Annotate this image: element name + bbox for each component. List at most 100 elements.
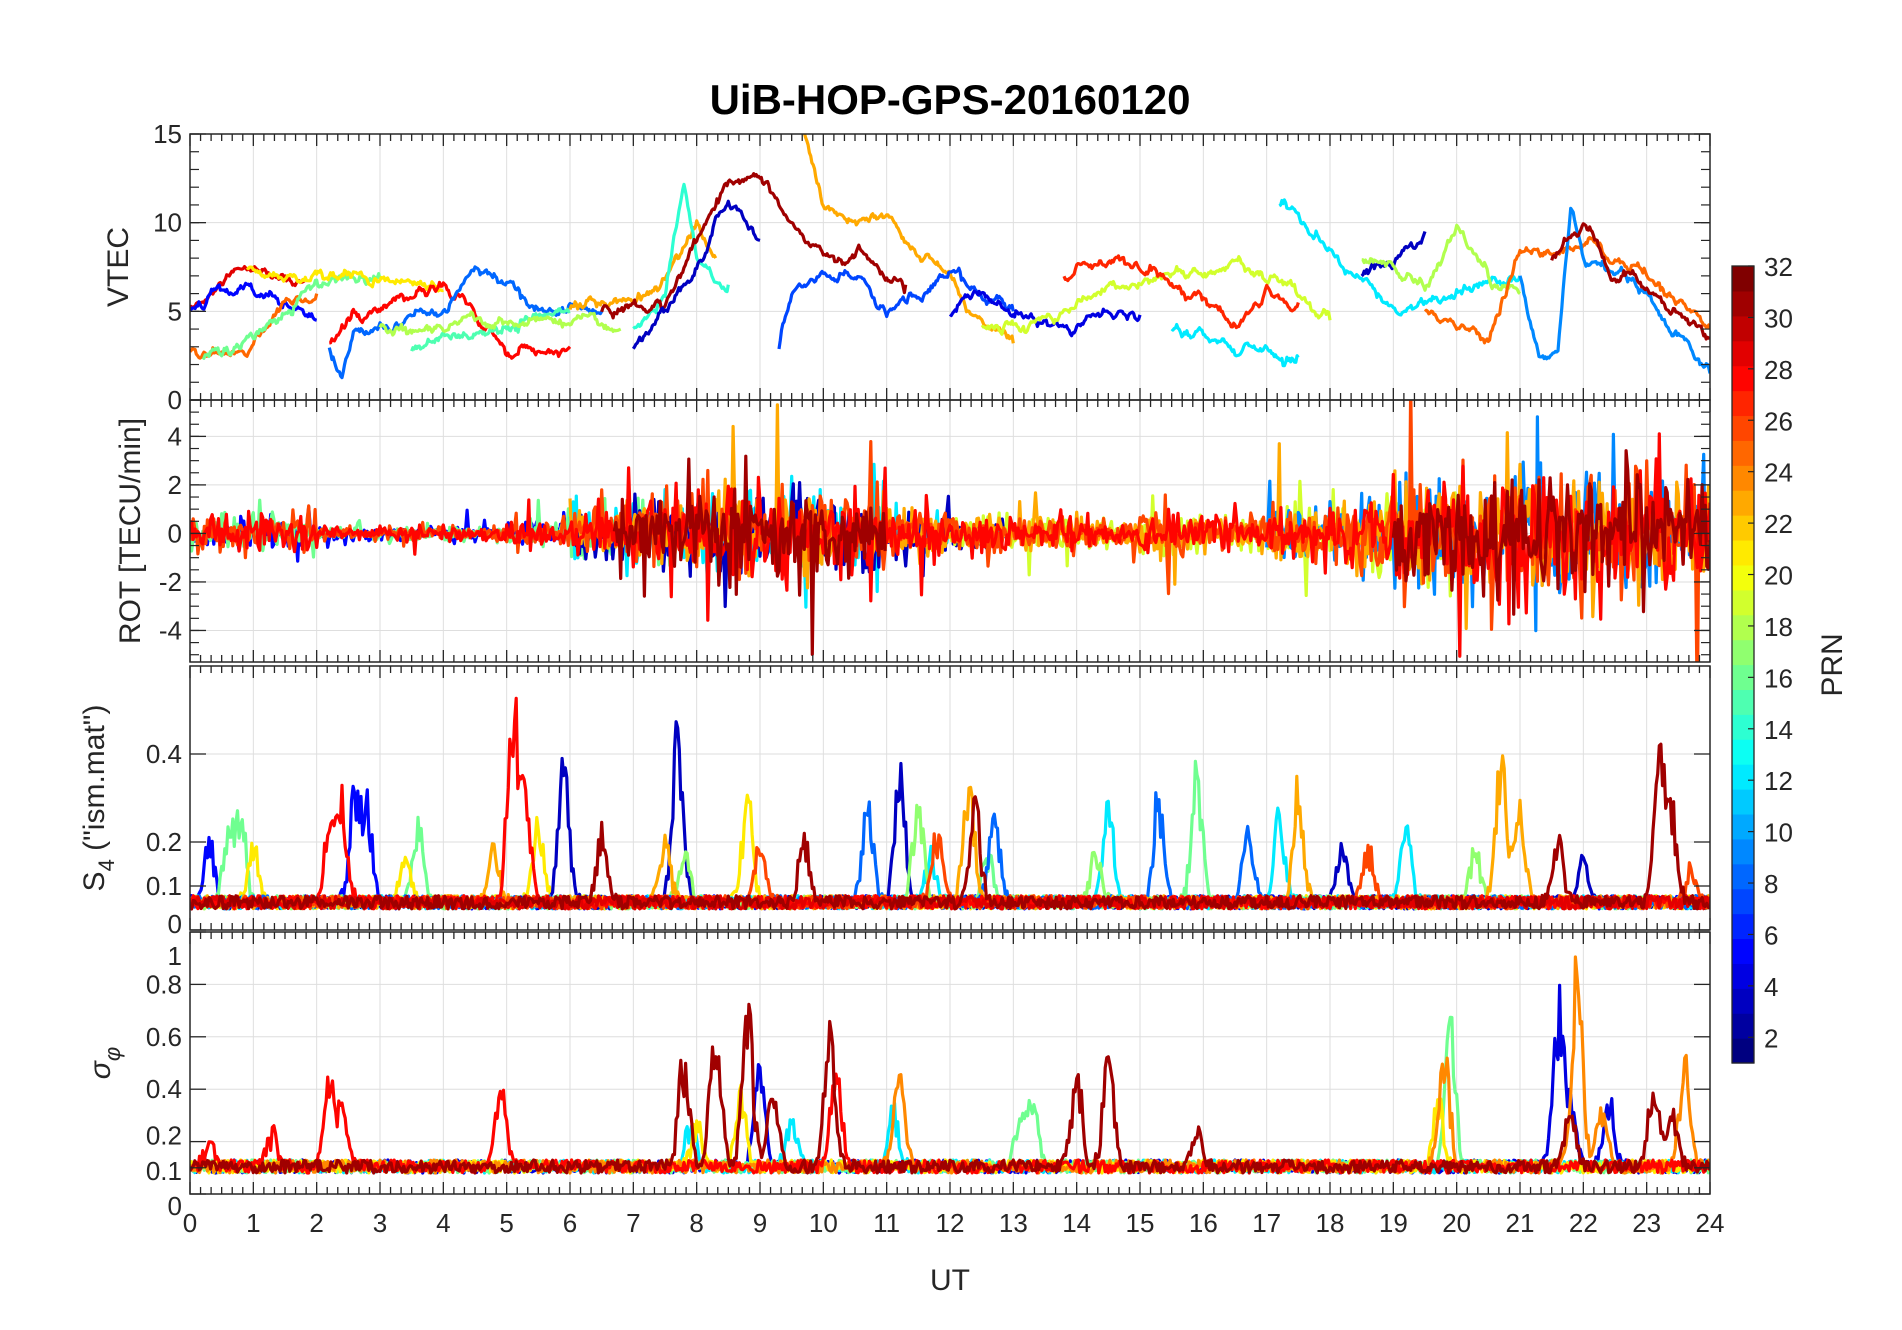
series-line-prn-21 bbox=[245, 265, 444, 293]
y-tick-label: 4 bbox=[168, 421, 182, 451]
x-tick-label: 21 bbox=[1506, 1208, 1535, 1238]
colorbar-tick-label: 24 bbox=[1764, 458, 1793, 488]
panel-2: -4 -2 0 2 4 ROT [TECU/min] bbox=[114, 399, 1711, 663]
colorbar-swatch-17 bbox=[1732, 639, 1754, 666]
x-tick-label: 10 bbox=[809, 1208, 838, 1238]
x-tick-label: 9 bbox=[753, 1208, 767, 1238]
colorbar-swatch-29 bbox=[1732, 340, 1754, 367]
y-axis-label: VTEC bbox=[102, 227, 135, 307]
colorbar-swatch-8 bbox=[1732, 863, 1754, 890]
y-tick-label: 0 bbox=[168, 518, 182, 548]
y-axis-label: S4 ("ism.mat") bbox=[78, 705, 119, 892]
colorbar-swatch-6 bbox=[1732, 913, 1754, 940]
series-line-prn-18 bbox=[1361, 223, 1522, 295]
colorbar-swatch-4 bbox=[1732, 963, 1754, 989]
colorbar-swatch-20 bbox=[1732, 564, 1754, 591]
series-line-prn-12 bbox=[1278, 198, 1522, 317]
x-tick-label: 11 bbox=[873, 1208, 900, 1238]
x-tick-label: 4 bbox=[436, 1208, 450, 1238]
y-label-main: σ bbox=[84, 1059, 117, 1079]
panel-3: 0 0.1 0.2 0.4 S4 ("ism.mat") bbox=[78, 665, 1711, 939]
colorbar-swatch-25 bbox=[1732, 440, 1754, 466]
y-tick-label: 2 bbox=[168, 470, 182, 500]
y-label-subscript: 4 bbox=[94, 859, 119, 871]
colorbar-swatch-1 bbox=[1732, 1038, 1754, 1064]
y-tick-label: 5 bbox=[168, 296, 182, 326]
y-axis-label: σφ bbox=[84, 1047, 125, 1079]
x-tick-label: 15 bbox=[1126, 1208, 1155, 1238]
colorbar-tick-label: 6 bbox=[1764, 920, 1778, 950]
colorbar-swatch-12 bbox=[1732, 764, 1754, 790]
y-label-rest: ("ism.mat") bbox=[78, 705, 111, 860]
x-tick-label: 3 bbox=[373, 1208, 387, 1238]
colorbar-tick-label: 32 bbox=[1764, 252, 1793, 282]
colorbar-tick-label: 18 bbox=[1764, 612, 1793, 642]
colorbar-swatch-9 bbox=[1732, 838, 1754, 865]
colorbar-swatch-31 bbox=[1732, 290, 1754, 317]
series-group bbox=[190, 696, 1710, 911]
colorbar-tick-label: 28 bbox=[1764, 355, 1793, 385]
x-tick-label: 14 bbox=[1062, 1208, 1091, 1238]
colorbar-swatch-21 bbox=[1732, 539, 1754, 566]
y-tick-label: -4 bbox=[159, 615, 182, 645]
colorbar-tick-label: 20 bbox=[1764, 561, 1793, 591]
series-line-prn-9 bbox=[1518, 206, 1710, 374]
series-line-prn-3 bbox=[631, 199, 761, 350]
series-line-prn-31 bbox=[190, 742, 1710, 911]
colorbar-swatch-28 bbox=[1732, 365, 1754, 392]
x-tick-label: 20 bbox=[1442, 1208, 1471, 1238]
series-line-prn-31 bbox=[190, 1002, 1710, 1175]
x-tick-label: 5 bbox=[499, 1208, 513, 1238]
colorbar-swatch-13 bbox=[1732, 739, 1754, 765]
series-group bbox=[190, 955, 1710, 1175]
colorbar-swatch-22 bbox=[1732, 515, 1754, 541]
series-line-prn-31 bbox=[1391, 449, 1710, 616]
x-tick-label: 8 bbox=[689, 1208, 703, 1238]
colorbar-swatch-30 bbox=[1732, 315, 1754, 342]
y-tick-label: 0.2 bbox=[146, 1121, 182, 1151]
colorbar-box bbox=[1731, 265, 1755, 1064]
series-line-prn-14 bbox=[632, 182, 730, 330]
colorbar-tick-label: 14 bbox=[1764, 715, 1793, 745]
series-line-prn-28 bbox=[329, 280, 572, 360]
y-tick-label: 0.1 bbox=[146, 871, 182, 901]
series-line-prn-5 bbox=[190, 281, 318, 322]
colorbar-swatch-15 bbox=[1732, 689, 1754, 715]
x-tick-label: 18 bbox=[1316, 1208, 1345, 1238]
colorbar-swatch-26 bbox=[1732, 415, 1754, 441]
y-tick-label: 0.4 bbox=[146, 1074, 182, 1104]
colorbar-label: PRN bbox=[1816, 633, 1849, 696]
x-tick-label: 22 bbox=[1569, 1208, 1598, 1238]
series-line-prn-8 bbox=[327, 265, 604, 380]
y-tick-label: -2 bbox=[159, 567, 182, 597]
colorbar-tick-label: 30 bbox=[1764, 303, 1793, 333]
series-line-prn-7 bbox=[777, 266, 1015, 350]
x-tick-label: 7 bbox=[626, 1208, 640, 1238]
x-tick-label: 1 bbox=[246, 1208, 260, 1238]
colorbar-tick-label: 4 bbox=[1764, 972, 1778, 1002]
x-axis-label: UT bbox=[930, 1264, 970, 1297]
colorbar-swatch-10 bbox=[1732, 813, 1754, 840]
panel-1: 0 5 10 15 VTEC bbox=[102, 119, 1711, 415]
series-line-prn-31 bbox=[612, 454, 887, 656]
x-tick-label: 2 bbox=[309, 1208, 323, 1238]
colorbar-swatch-27 bbox=[1732, 390, 1754, 417]
y-tick-label: 0.1 bbox=[146, 1156, 182, 1186]
panel-4: 0 0.1 0.2 0.4 0.6 0.81 σφ bbox=[84, 931, 1711, 1221]
series-line-prn-15 bbox=[410, 307, 571, 352]
colorbar-swatch-2 bbox=[1732, 1013, 1754, 1039]
y-tick-label: 0.8 bbox=[146, 969, 182, 999]
colorbar-swatch-3 bbox=[1732, 988, 1754, 1014]
colorbar-tick-label: 2 bbox=[1764, 1023, 1778, 1053]
y-tick-label: 0.2 bbox=[146, 827, 182, 857]
y-tick-label: 0 bbox=[168, 1191, 182, 1221]
y-tick-label: 0.4 bbox=[146, 739, 182, 769]
colorbar-swatch-23 bbox=[1732, 490, 1754, 516]
series-line-prn-31 bbox=[1550, 222, 1710, 341]
colorbar-tick-label: 16 bbox=[1764, 663, 1793, 693]
colorbar-swatch-5 bbox=[1732, 938, 1754, 964]
series-group bbox=[190, 134, 1710, 380]
x-tick-label: 0 bbox=[183, 1208, 197, 1238]
series-line-prn-18 bbox=[378, 310, 622, 337]
